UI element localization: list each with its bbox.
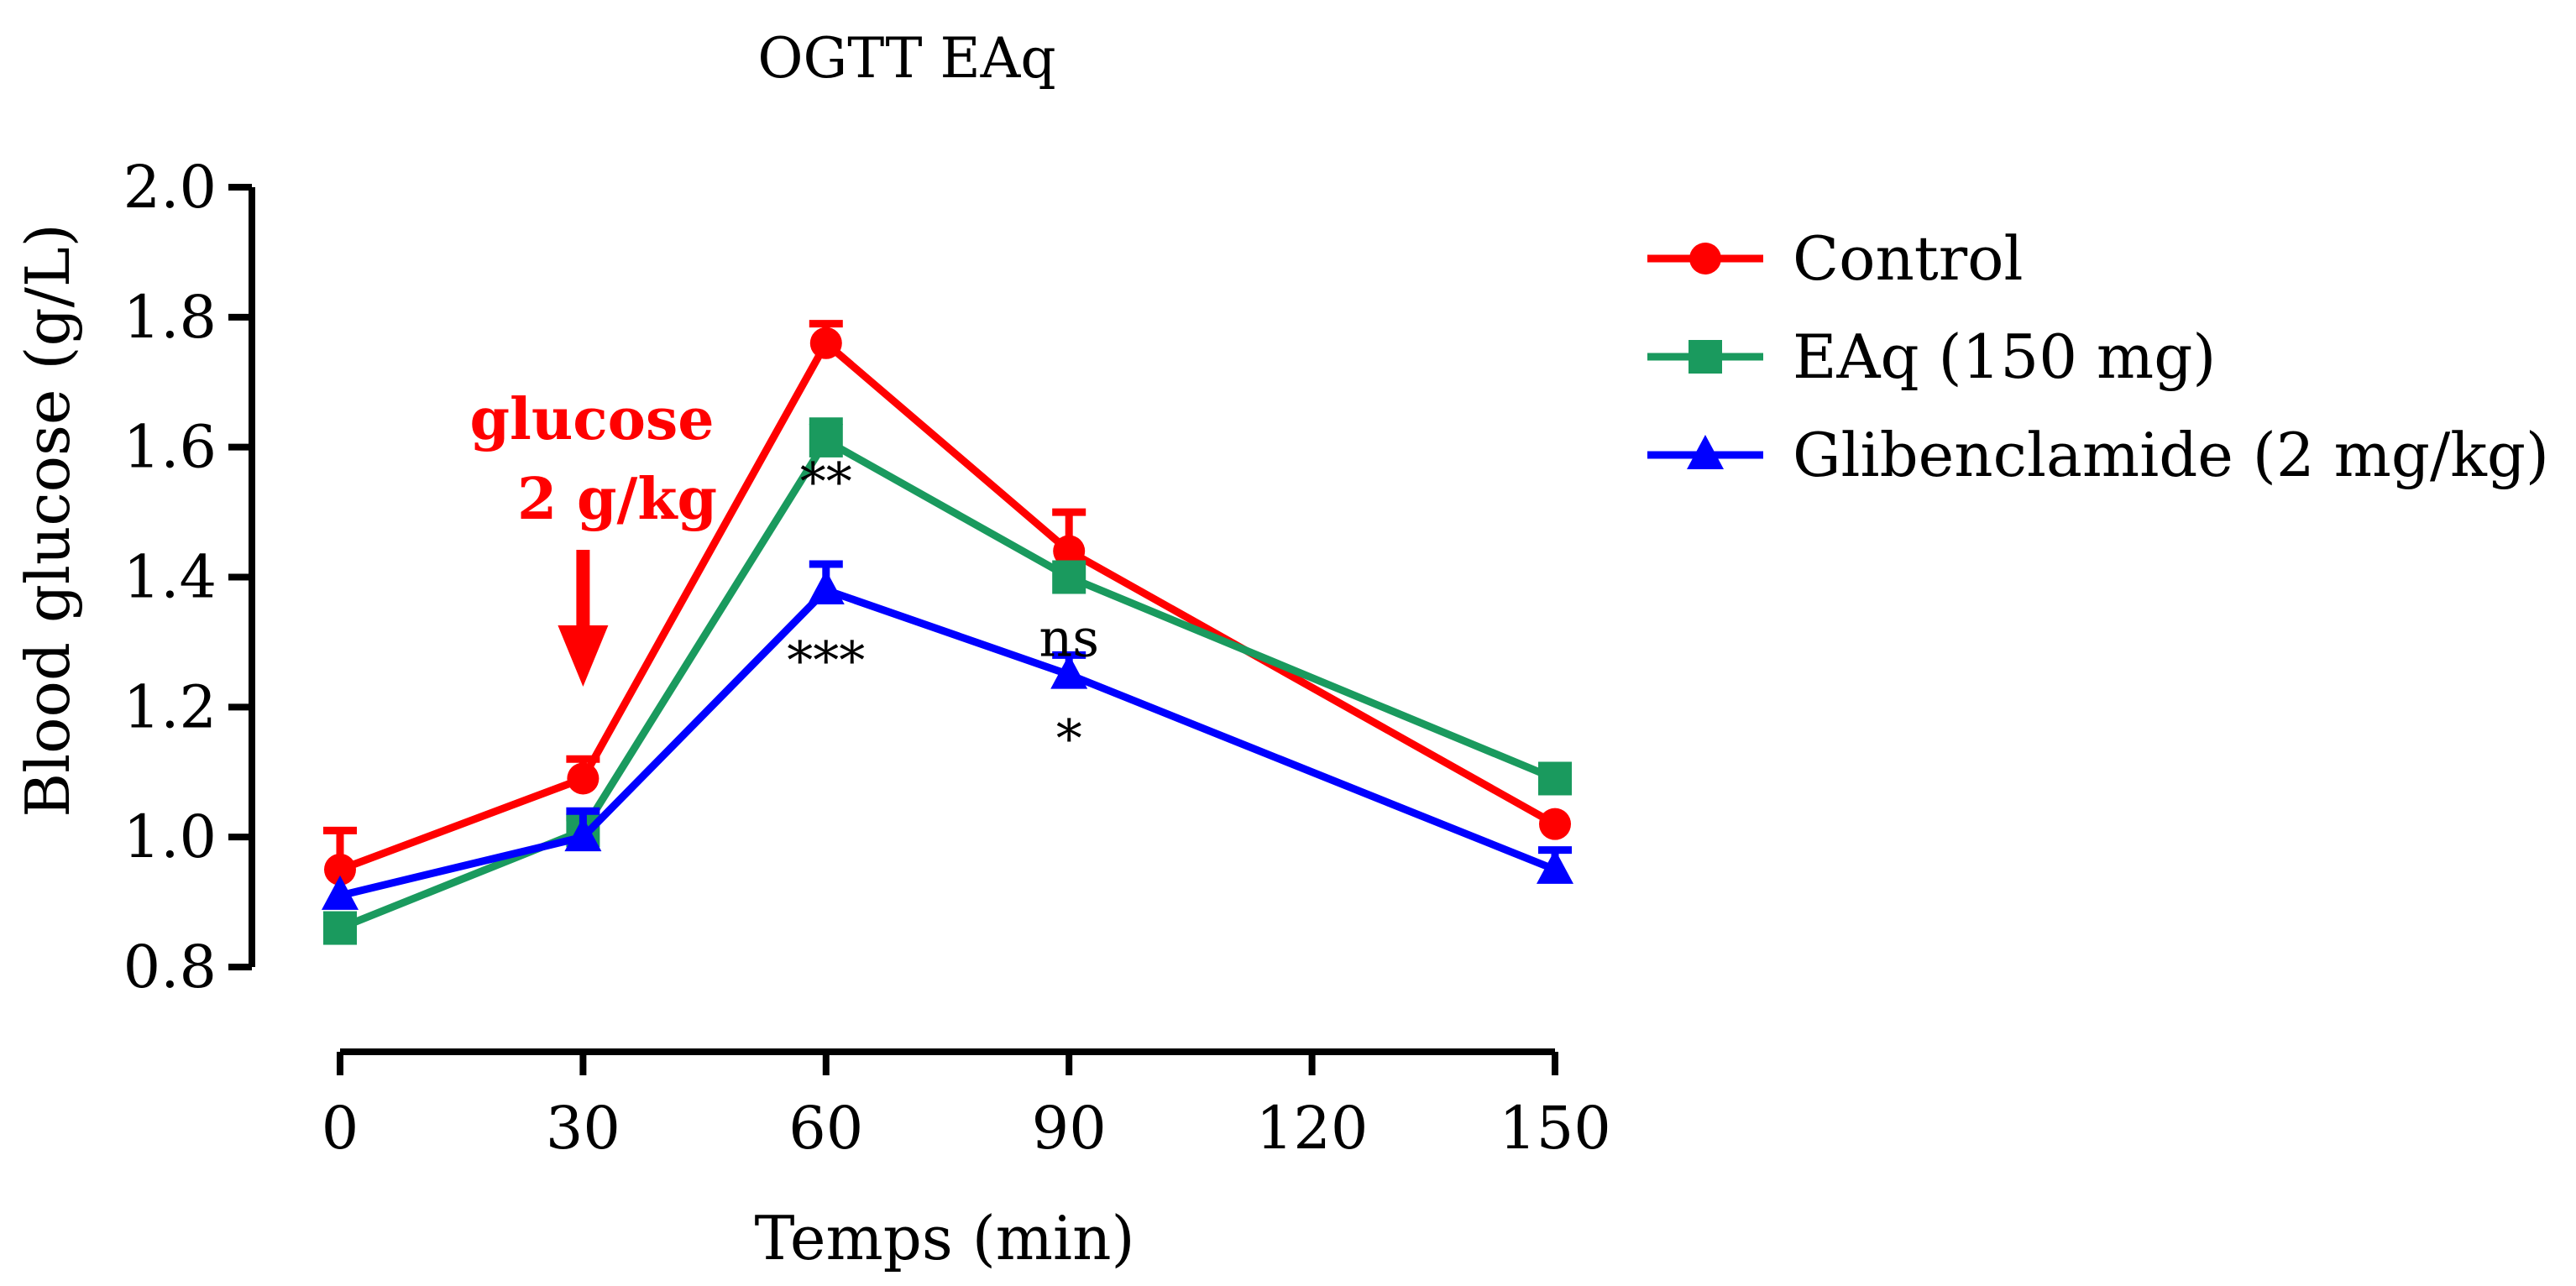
- x-tick-label: 0: [322, 1094, 359, 1163]
- significance-label: *: [1056, 708, 1082, 769]
- series-triangle: [322, 560, 1573, 910]
- data-point: [1538, 761, 1572, 796]
- data-point: [323, 911, 357, 945]
- data-point: [564, 817, 602, 852]
- data-point: [1539, 808, 1571, 840]
- legend: Control EAq (150 mg) Glibenclamide (2 mg/k…: [1647, 223, 2549, 490]
- data-point: [1050, 654, 1088, 689]
- series-line: [338, 586, 1557, 900]
- y-tick-label: 1.8: [123, 283, 217, 352]
- series-layer: [322, 320, 1573, 945]
- injection-arrow-head: [558, 625, 609, 687]
- data-point: [322, 875, 359, 910]
- significance-label: ***: [787, 630, 865, 691]
- data-point: [1053, 535, 1086, 567]
- legend-item: Control: [1647, 223, 2024, 294]
- y-tick-label: 1.4: [123, 543, 217, 612]
- annotation-layer: ***** ns*: [787, 452, 1099, 770]
- legend-marker: [1689, 243, 1721, 274]
- glucose-injection-marker: glucose 2 g/kg: [469, 386, 717, 687]
- x-tick-label: 30: [546, 1094, 620, 1163]
- y-axis-label: Blood glucose (g/L): [13, 223, 83, 818]
- y-tick-label: 2.0: [123, 153, 217, 222]
- y-tick-label: 1.6: [123, 413, 217, 482]
- chart-title: OGTT EAq: [757, 26, 1055, 91]
- injection-label: glucose: [469, 386, 714, 453]
- x-tick-label: 60: [788, 1094, 863, 1163]
- significance-label: **: [800, 452, 852, 513]
- significance-label: ns: [1039, 607, 1099, 668]
- y-tick-label: 1.2: [123, 672, 217, 741]
- data-point: [807, 569, 845, 604]
- y-tick-label: 0.8: [123, 933, 217, 1001]
- y-tick-label: 1.0: [123, 802, 217, 871]
- x-tick-label: 90: [1032, 1094, 1107, 1163]
- series-square: [323, 417, 1572, 945]
- legend-label: Control: [1793, 223, 2024, 294]
- injection-arrow-shaft: [576, 550, 590, 630]
- legend-label: EAq (150 mg): [1793, 322, 2216, 392]
- legend-item: Glibenclamide (2 mg/kg): [1647, 420, 2549, 490]
- x-tick-label: 120: [1256, 1094, 1369, 1163]
- x-axis-label: Temps (min): [754, 1203, 1134, 1273]
- injection-label: 2 g/kg: [517, 466, 717, 533]
- data-point: [1052, 560, 1086, 594]
- data-point: [324, 853, 356, 886]
- data-point: [567, 762, 599, 795]
- data-point: [809, 327, 842, 359]
- data-point: [809, 423, 843, 457]
- data-point: [1537, 849, 1573, 884]
- axes: 0.8 1.0 1.2 1.4 1.6 1.8 2.0 0 30 60 90 120 150: [123, 153, 1611, 1163]
- legend-item: EAq (150 mg): [1647, 322, 2216, 392]
- legend-marker: [1687, 435, 1724, 469]
- legend-label: Glibenclamide (2 mg/kg): [1793, 420, 2549, 490]
- x-tick-label: 150: [1499, 1094, 1611, 1163]
- legend-marker: [1689, 340, 1722, 374]
